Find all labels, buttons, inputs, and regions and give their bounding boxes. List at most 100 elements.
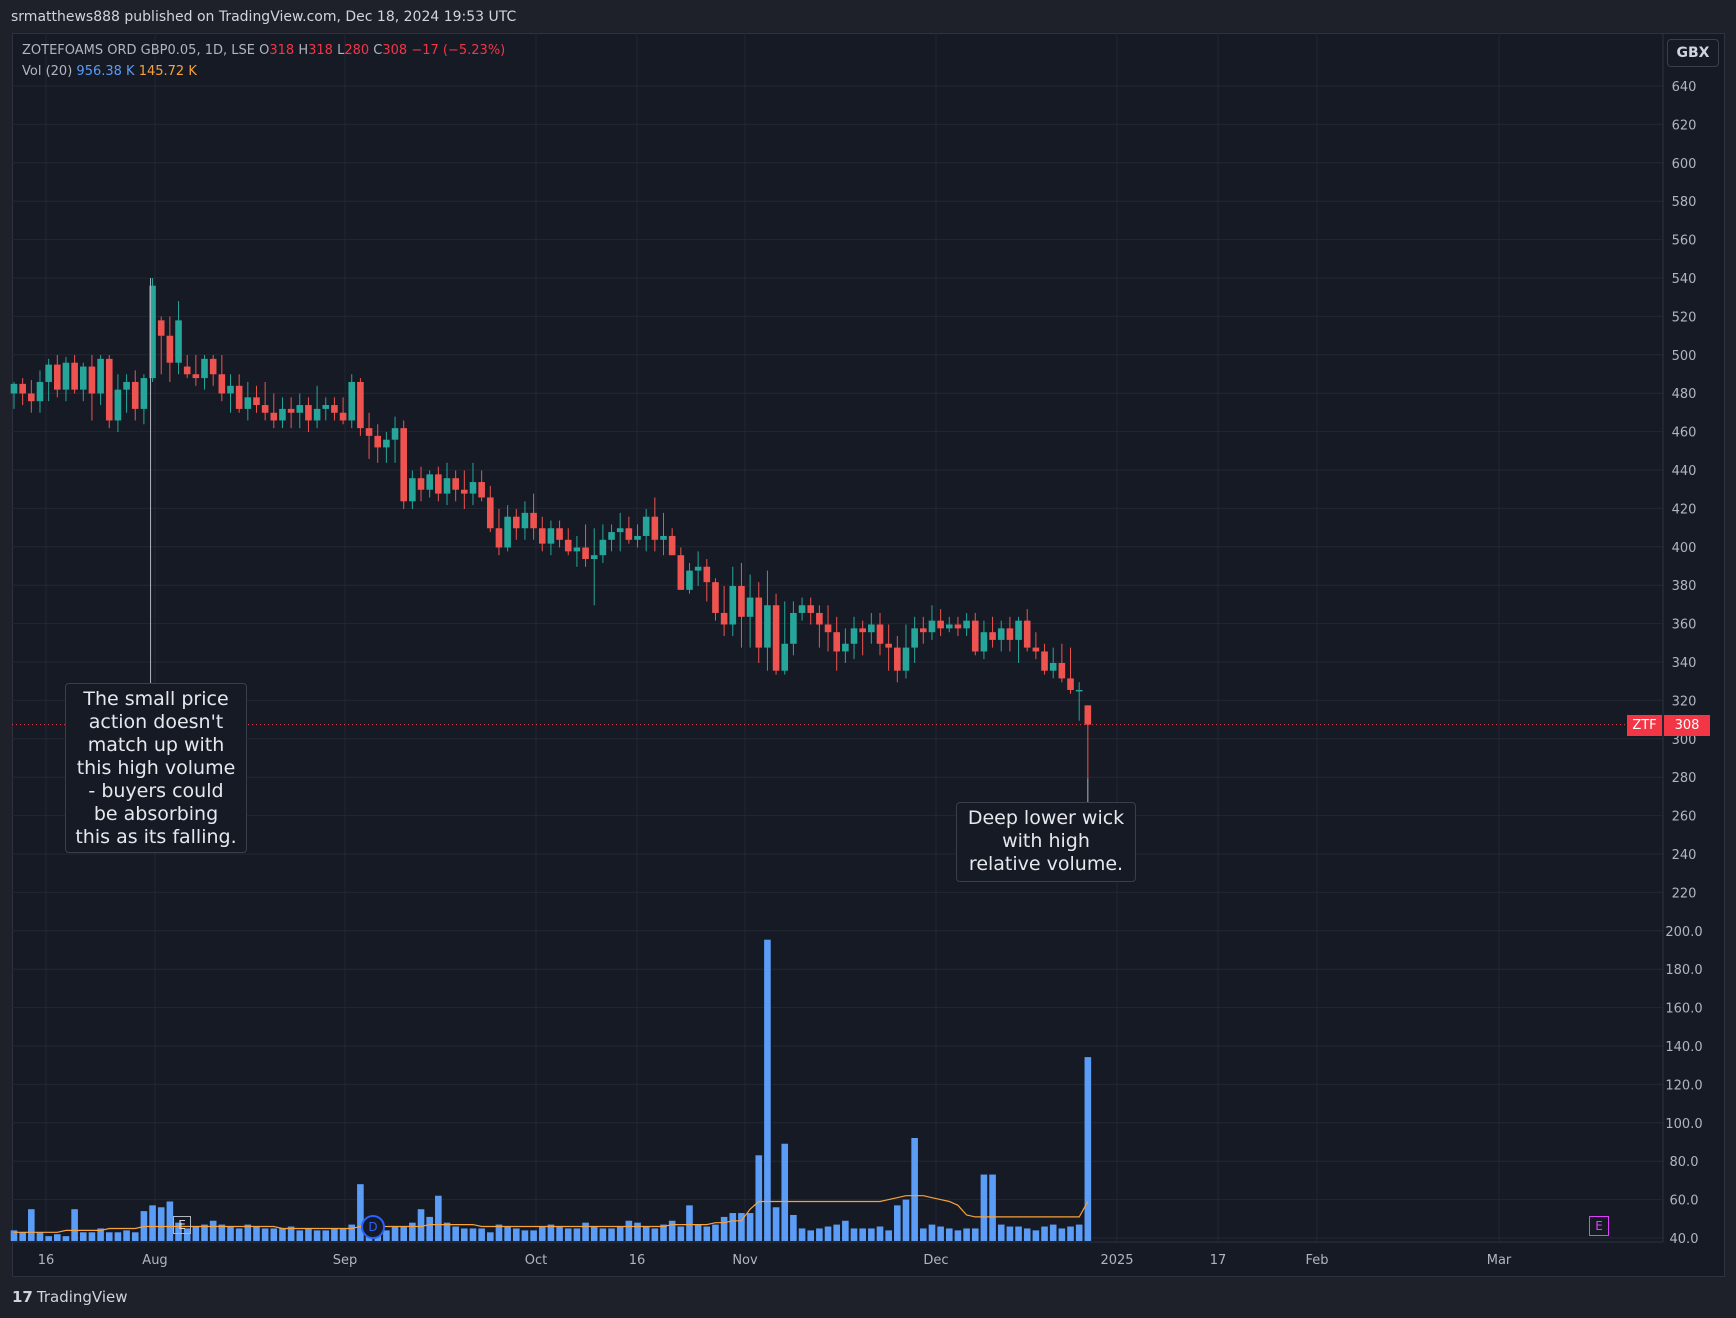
volume-bar bbox=[28, 1209, 35, 1241]
candle-body bbox=[105, 358, 113, 421]
chart-frame[interactable] bbox=[12, 33, 1725, 1277]
candle-body bbox=[642, 516, 650, 536]
candle-body bbox=[764, 605, 771, 648]
time-tick-label: 16 bbox=[38, 1253, 55, 1268]
volume-bar bbox=[538, 1226, 546, 1241]
candle-body bbox=[339, 412, 347, 421]
volume-bar bbox=[1023, 1228, 1031, 1241]
candle-body bbox=[521, 512, 529, 529]
last-price-tag: 308 bbox=[1664, 715, 1710, 736]
candle-body bbox=[97, 358, 104, 394]
volume-legend[interactable]: Vol (20) 956.38 K 145.72 K bbox=[22, 64, 197, 79]
price-tick-label: 440 bbox=[1672, 464, 1697, 479]
volume-bar bbox=[694, 1224, 702, 1241]
candle-body bbox=[694, 566, 702, 571]
time-tick-label: Mar bbox=[1487, 1253, 1512, 1268]
candle-body bbox=[625, 528, 633, 540]
candle-body bbox=[1067, 678, 1074, 690]
candle-body bbox=[582, 547, 589, 560]
volume-bar bbox=[443, 1222, 451, 1241]
volume-bar bbox=[642, 1226, 650, 1241]
volume-bar bbox=[686, 1205, 693, 1241]
price-tick-label: 560 bbox=[1672, 234, 1697, 249]
tradingview-brand: TradingView bbox=[36, 1288, 128, 1306]
candle-body bbox=[816, 612, 823, 625]
volume-bar bbox=[487, 1232, 494, 1241]
volume-bar bbox=[131, 1232, 139, 1241]
volume-bar bbox=[1084, 1057, 1092, 1241]
price-tick-label: 80.0 bbox=[1670, 1155, 1699, 1170]
volume-bar bbox=[331, 1228, 338, 1241]
candle-body bbox=[322, 405, 330, 409]
volume-bar bbox=[123, 1230, 130, 1241]
volume-bar bbox=[244, 1224, 252, 1241]
candle-body bbox=[1023, 620, 1031, 648]
candle-body bbox=[166, 335, 174, 363]
candle-body bbox=[833, 632, 840, 652]
high-label: H bbox=[298, 43, 309, 58]
volume-bar bbox=[435, 1195, 442, 1241]
candle-body bbox=[443, 478, 451, 494]
tradingview-logo[interactable]: 17 TradingView bbox=[12, 1288, 128, 1306]
volume-bar bbox=[495, 1224, 503, 1241]
candle-body bbox=[218, 374, 226, 394]
candle-body bbox=[400, 428, 407, 502]
price-tick-label: 140.0 bbox=[1665, 1040, 1702, 1055]
volume-bar bbox=[720, 1216, 728, 1241]
volume-bar bbox=[582, 1222, 589, 1241]
low-label: L bbox=[337, 43, 345, 58]
volume-bar bbox=[772, 1207, 780, 1241]
candle-body bbox=[911, 628, 918, 648]
price-tick-label: 340 bbox=[1672, 656, 1697, 671]
candle-body bbox=[1084, 705, 1092, 725]
candle-body bbox=[1058, 663, 1066, 679]
right-annotation[interactable]: Deep lower wick with high relative volum… bbox=[956, 802, 1136, 882]
candle-body bbox=[45, 364, 52, 382]
volume-bar bbox=[928, 1224, 936, 1241]
volume-bar bbox=[114, 1232, 122, 1241]
currency-button[interactable]: GBX bbox=[1667, 39, 1719, 67]
volume-bar bbox=[564, 1228, 572, 1241]
volume-bar bbox=[71, 1209, 78, 1241]
price-tick-label: 540 bbox=[1672, 272, 1697, 287]
candle-body bbox=[512, 516, 520, 529]
volume-bar bbox=[590, 1226, 598, 1241]
candle-body bbox=[435, 474, 442, 494]
volume-bar bbox=[660, 1224, 667, 1241]
dividend-marker[interactable]: D bbox=[361, 1215, 385, 1239]
candle-body bbox=[426, 474, 433, 490]
open-value: 318 bbox=[269, 43, 295, 58]
candle-body bbox=[859, 628, 866, 633]
volume-bar bbox=[634, 1222, 641, 1241]
candle-body bbox=[244, 397, 252, 409]
future-earnings-marker[interactable]: E bbox=[1589, 1216, 1609, 1236]
candle-body bbox=[1015, 620, 1022, 640]
time-tick-label: 2025 bbox=[1100, 1253, 1133, 1268]
left-annotation[interactable]: The small price action doesn't match up … bbox=[65, 683, 247, 853]
volume-bar bbox=[989, 1174, 996, 1241]
candle-body bbox=[504, 516, 511, 548]
volume-bar bbox=[1006, 1226, 1014, 1241]
candle-body bbox=[469, 482, 477, 494]
volume-bar bbox=[651, 1228, 659, 1241]
candle-body bbox=[62, 362, 70, 390]
candle-body bbox=[374, 435, 382, 448]
volume-bar bbox=[556, 1226, 563, 1241]
price-tick-label: 520 bbox=[1672, 310, 1697, 325]
price-tick-label: 360 bbox=[1672, 618, 1697, 633]
volume-label: Vol (20) bbox=[22, 64, 73, 79]
candle-body bbox=[547, 528, 555, 544]
symbol-legend[interactable]: ZOTEFOAMS ORD GBP0.05, 1D, LSE O318 H318… bbox=[22, 43, 505, 58]
volume-bar bbox=[530, 1230, 537, 1241]
volume-bar bbox=[452, 1226, 459, 1241]
volume-bar bbox=[738, 1213, 745, 1241]
price-tick-label: 320 bbox=[1672, 694, 1697, 709]
price-tick-label: 420 bbox=[1672, 502, 1697, 517]
candle-body bbox=[391, 428, 399, 440]
volume-value: 956.38 K bbox=[76, 64, 135, 79]
candle-body bbox=[1041, 651, 1048, 671]
time-tick-label: 16 bbox=[629, 1253, 646, 1268]
earnings-marker[interactable]: E bbox=[173, 1216, 191, 1234]
volume-bars bbox=[10, 939, 1092, 1241]
